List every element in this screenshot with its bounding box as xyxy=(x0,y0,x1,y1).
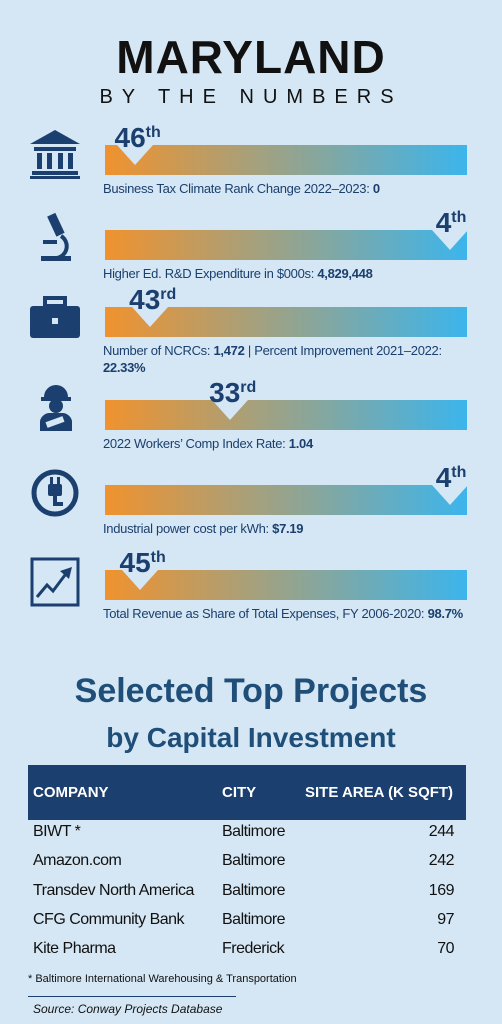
metric-text: Higher Ed. R&D Expenditure in $000s: xyxy=(103,266,315,281)
rank-pointer xyxy=(117,145,153,165)
rank: 33rd xyxy=(209,374,256,407)
rank-pointer xyxy=(122,570,158,590)
metric-label: 2022 Workers’ Comp Index Rate: 1.04 xyxy=(103,435,473,452)
metric-text: Business Tax Climate Rank Change 2022–20… xyxy=(103,181,370,196)
rank-bar xyxy=(105,307,467,337)
site-area: 242 xyxy=(428,852,455,869)
metric-value: 0 xyxy=(372,181,380,196)
rank-pointer xyxy=(132,307,168,327)
title: MARYLAND xyxy=(116,31,386,83)
city: Baltimore xyxy=(222,911,286,928)
bar-fill xyxy=(105,570,467,600)
rank: 4th xyxy=(436,204,467,237)
growth-icon xyxy=(30,557,80,607)
rank-number: 46 xyxy=(114,122,146,153)
metric-value: 4,829,448 xyxy=(317,266,373,281)
bar-fill xyxy=(105,485,467,515)
metric-label: Number of NCRCs: 1,472 | Percent Improve… xyxy=(103,342,473,376)
rank-number: 33 xyxy=(209,377,241,408)
bar-fill xyxy=(105,145,467,175)
metric-text: | Percent Improvement 2021–2022: xyxy=(247,343,442,358)
section-title: Selected Top Projects xyxy=(74,672,428,710)
company: Amazon.com xyxy=(33,852,122,869)
rank-suffix: th xyxy=(150,549,166,566)
rank-number: 4 xyxy=(435,207,452,238)
subtitle: BY THE NUMBERS xyxy=(99,86,403,108)
metric-text: Total Revenue as Share of Total Expenses… xyxy=(103,606,425,621)
bank-icon xyxy=(30,130,80,179)
rank-pointer xyxy=(212,400,248,420)
rank-suffix: rd xyxy=(240,379,257,396)
rank-bar xyxy=(105,145,467,175)
rank-suffix: th xyxy=(451,209,467,226)
metric-label: Business Tax Climate Rank Change 2022–20… xyxy=(103,180,473,197)
rank: 46th xyxy=(114,119,160,152)
bar-fill xyxy=(105,230,467,260)
metric-text: Number of NCRCs: xyxy=(103,343,211,358)
rank-number: 4 xyxy=(435,462,452,493)
rank: 4th xyxy=(436,459,467,492)
briefcase-icon xyxy=(30,296,80,338)
power-icon xyxy=(31,469,79,517)
metric-value: $7.19 xyxy=(272,521,304,536)
metric-value: 22.33% xyxy=(103,360,146,375)
company: BIWT * xyxy=(33,823,81,840)
divider xyxy=(28,996,236,997)
column-header: CITY xyxy=(222,784,257,801)
bar-fill xyxy=(105,400,467,430)
worker-icon xyxy=(40,385,72,431)
microscope-icon xyxy=(41,212,71,261)
rank-pointer xyxy=(432,485,467,505)
city: Baltimore xyxy=(222,823,286,840)
section-subtitle: by Capital Investment xyxy=(106,722,396,753)
rank-bar xyxy=(105,400,467,430)
rank-bar xyxy=(105,485,467,515)
rank-number: 43 xyxy=(129,284,161,315)
metric-label: Industrial power cost per kWh: $7.19 xyxy=(103,520,473,537)
site-area: 70 xyxy=(437,940,454,957)
company: Kite Pharma xyxy=(33,940,116,957)
metric-value: 98.7% xyxy=(427,606,464,621)
footnote: * Baltimore International Warehousing & … xyxy=(28,973,297,985)
metric-label: Higher Ed. R&D Expenditure in $000s: 4,8… xyxy=(103,265,473,282)
city: Baltimore xyxy=(222,852,286,869)
rank-suffix: th xyxy=(145,124,161,141)
metric-text: Industrial power cost per kWh: xyxy=(103,521,269,536)
metric-value: 1,472 xyxy=(213,343,245,358)
metric-value: 1.04 xyxy=(288,436,313,451)
city: Baltimore xyxy=(222,882,286,899)
table-header xyxy=(28,765,466,820)
source: Source: Conway Projects Database xyxy=(33,1002,223,1016)
column-header: COMPANY xyxy=(33,784,109,801)
rank-suffix: rd xyxy=(160,286,177,303)
site-area: 97 xyxy=(437,911,454,928)
rank-bar xyxy=(105,230,467,260)
rank: 43rd xyxy=(129,281,176,314)
metric-text: 2022 Workers’ Comp Index Rate: xyxy=(103,436,286,451)
rank-suffix: th xyxy=(451,464,467,481)
metric-label: Total Revenue as Share of Total Expenses… xyxy=(103,605,473,622)
company: Transdev North America xyxy=(33,882,194,899)
rank-pointer xyxy=(432,230,467,250)
rank-bar xyxy=(105,570,467,600)
site-area: 244 xyxy=(428,823,455,840)
column-header: SITE AREA (K SQFT) xyxy=(305,784,454,801)
bar-fill xyxy=(105,307,467,337)
company: CFG Community Bank xyxy=(33,911,185,928)
site-area: 169 xyxy=(428,882,455,899)
rank: 45th xyxy=(119,544,165,577)
city: Frederick xyxy=(222,940,285,957)
rank-number: 45 xyxy=(119,547,151,578)
